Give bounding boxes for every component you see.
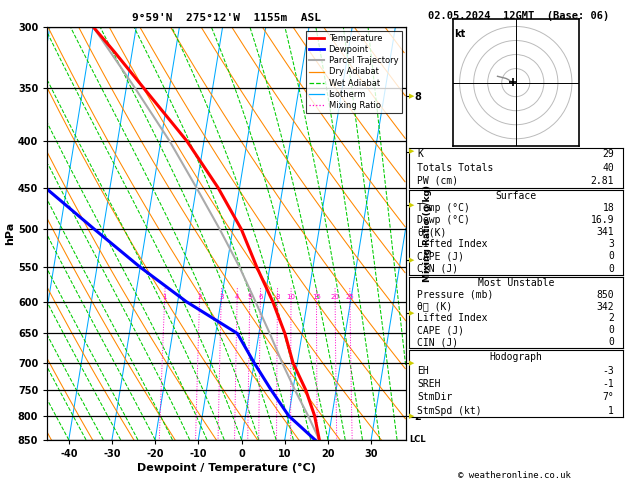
- Text: 5: 5: [248, 295, 252, 300]
- Text: Pressure (mb): Pressure (mb): [418, 290, 494, 299]
- Text: 0: 0: [608, 326, 614, 335]
- Text: 15: 15: [312, 295, 321, 300]
- Text: 0: 0: [608, 263, 614, 274]
- Text: 341: 341: [596, 227, 614, 237]
- Text: ▶: ▶: [409, 202, 415, 208]
- Text: 342: 342: [596, 301, 614, 312]
- Text: Most Unstable: Most Unstable: [477, 278, 554, 288]
- Text: © weatheronline.co.uk: © weatheronline.co.uk: [458, 471, 571, 480]
- Text: Temp (°C): Temp (°C): [418, 203, 470, 213]
- Text: 29: 29: [603, 149, 614, 159]
- Y-axis label: km
ASL: km ASL: [422, 212, 443, 233]
- Legend: Temperature, Dewpoint, Parcel Trajectory, Dry Adiabat, Wet Adiabat, Isotherm, Mi: Temperature, Dewpoint, Parcel Trajectory…: [306, 31, 401, 113]
- Text: kt: kt: [454, 29, 465, 39]
- Text: CAPE (J): CAPE (J): [418, 251, 464, 261]
- Text: 20: 20: [331, 295, 340, 300]
- Text: 2: 2: [198, 295, 202, 300]
- Text: Hodograph: Hodograph: [489, 352, 542, 362]
- Text: 16.9: 16.9: [591, 215, 614, 225]
- Title: 9°59'N  275°12'W  1155m  ASL: 9°59'N 275°12'W 1155m ASL: [132, 13, 321, 23]
- Text: CAPE (J): CAPE (J): [418, 326, 464, 335]
- Text: ▶: ▶: [409, 93, 415, 99]
- Text: 4: 4: [235, 295, 239, 300]
- Text: Mixing Ratio (g/kg): Mixing Ratio (g/kg): [423, 185, 432, 282]
- Text: 3: 3: [219, 295, 223, 300]
- Text: PW (cm): PW (cm): [418, 176, 459, 186]
- Text: ▶: ▶: [409, 310, 415, 316]
- Text: StmDir: StmDir: [418, 392, 453, 402]
- Text: 8: 8: [275, 295, 280, 300]
- Text: 6: 6: [258, 295, 262, 300]
- Text: Dewp (°C): Dewp (°C): [418, 215, 470, 225]
- Text: 0: 0: [608, 337, 614, 347]
- Text: -1: -1: [603, 379, 614, 389]
- Text: 10: 10: [287, 295, 296, 300]
- Text: 850: 850: [596, 290, 614, 299]
- Text: Lifted Index: Lifted Index: [418, 239, 488, 249]
- Text: -3: -3: [603, 365, 614, 376]
- Text: StmSpd (kt): StmSpd (kt): [418, 406, 482, 416]
- Text: 3: 3: [608, 239, 614, 249]
- Text: Surface: Surface: [495, 191, 537, 201]
- X-axis label: Dewpoint / Temperature (°C): Dewpoint / Temperature (°C): [137, 463, 316, 473]
- Text: ▶: ▶: [409, 360, 415, 366]
- Text: Totals Totals: Totals Totals: [418, 163, 494, 173]
- Text: SREH: SREH: [418, 379, 441, 389]
- Text: 0: 0: [608, 251, 614, 261]
- Y-axis label: hPa: hPa: [5, 222, 15, 245]
- Text: CIN (J): CIN (J): [418, 337, 459, 347]
- Text: 1: 1: [608, 406, 614, 416]
- Text: 2: 2: [608, 313, 614, 324]
- Text: ▶: ▶: [409, 149, 415, 155]
- Text: 1: 1: [162, 295, 167, 300]
- Text: EH: EH: [418, 365, 429, 376]
- Text: 2.81: 2.81: [591, 176, 614, 186]
- Text: θᴇ (K): θᴇ (K): [418, 301, 453, 312]
- Text: 25: 25: [345, 295, 354, 300]
- Text: θᴇ(K): θᴇ(K): [418, 227, 447, 237]
- Text: ▶: ▶: [409, 413, 415, 419]
- Text: K: K: [418, 149, 423, 159]
- Text: CIN (J): CIN (J): [418, 263, 459, 274]
- Text: 40: 40: [603, 163, 614, 173]
- Text: 18: 18: [603, 203, 614, 213]
- Text: Lifted Index: Lifted Index: [418, 313, 488, 324]
- Text: LCL: LCL: [409, 435, 426, 444]
- Text: ▶: ▶: [409, 257, 415, 263]
- Text: 02.05.2024  12GMT  (Base: 06): 02.05.2024 12GMT (Base: 06): [428, 11, 609, 21]
- Text: 7°: 7°: [603, 392, 614, 402]
